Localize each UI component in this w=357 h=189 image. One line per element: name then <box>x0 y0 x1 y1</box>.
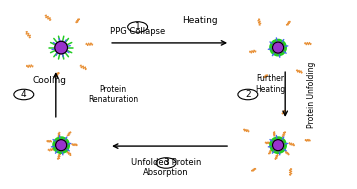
Ellipse shape <box>56 140 67 151</box>
Text: 1: 1 <box>135 22 141 31</box>
Text: 2: 2 <box>245 90 251 99</box>
Text: PPG Collapse: PPG Collapse <box>110 27 165 36</box>
Text: Cooling: Cooling <box>33 76 67 85</box>
Text: Heating: Heating <box>182 16 218 25</box>
Text: Unfolded Protein
Absorption: Unfolded Protein Absorption <box>131 158 201 177</box>
Ellipse shape <box>55 41 67 54</box>
Text: 4: 4 <box>21 90 27 99</box>
Text: Protein
Renaturation: Protein Renaturation <box>88 85 138 104</box>
Text: 3: 3 <box>163 159 169 167</box>
Text: Protein Unfolding: Protein Unfolding <box>307 61 316 128</box>
Ellipse shape <box>272 140 283 151</box>
Ellipse shape <box>272 42 283 53</box>
Text: Further
Heating: Further Heating <box>255 74 285 94</box>
